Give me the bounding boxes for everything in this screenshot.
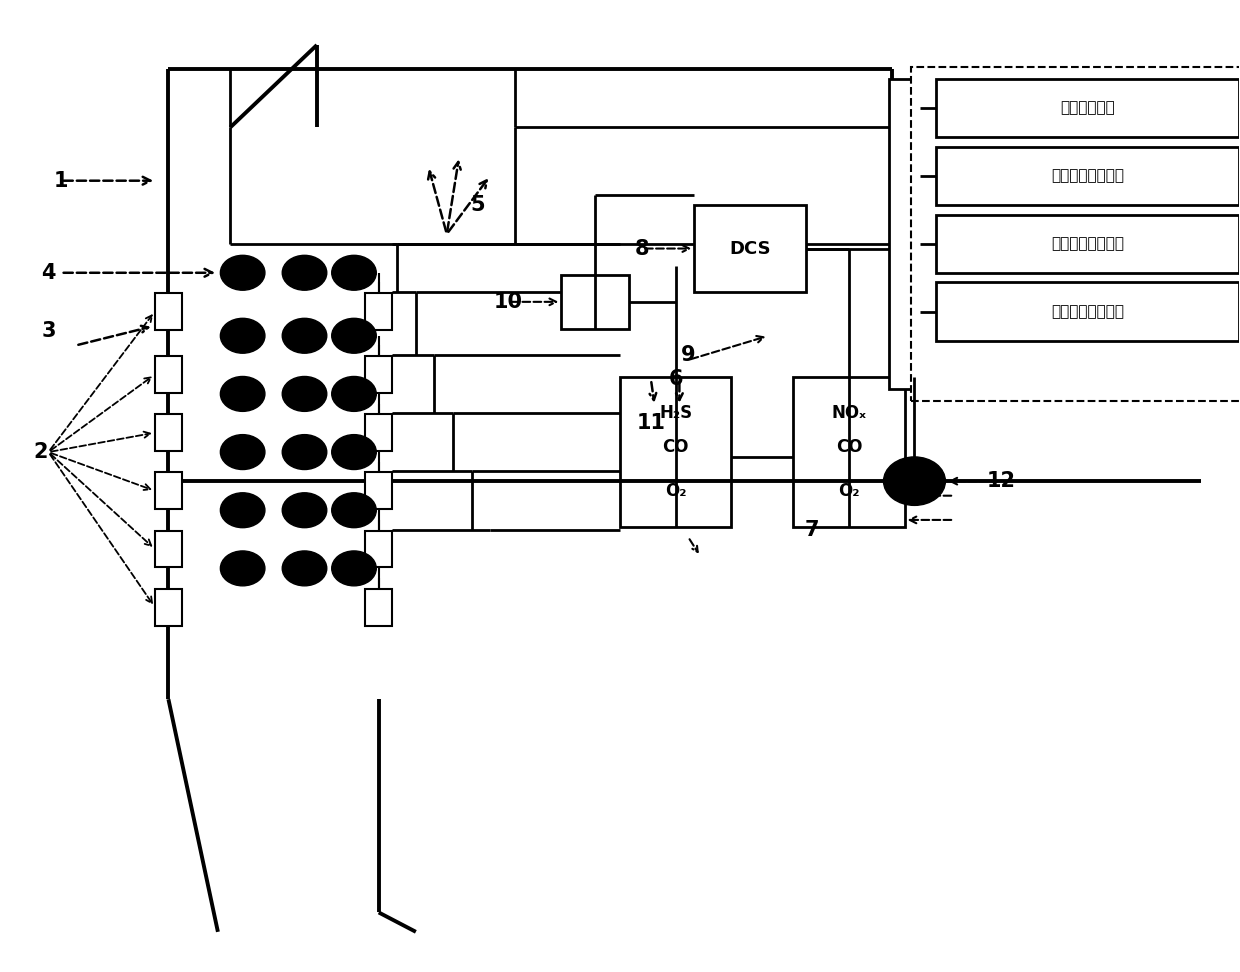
Bar	[155, 472, 182, 509]
Circle shape	[884, 457, 945, 505]
Bar	[365, 472, 392, 509]
Text: 8: 8	[635, 238, 650, 259]
Circle shape	[283, 256, 327, 291]
Text: 12: 12	[987, 471, 1016, 491]
Circle shape	[283, 376, 327, 411]
Bar	[794, 377, 904, 527]
Text: O₂: O₂	[665, 482, 687, 500]
Bar	[155, 356, 182, 393]
Bar	[365, 356, 392, 393]
Circle shape	[283, 551, 327, 586]
Circle shape	[221, 493, 265, 528]
Circle shape	[332, 318, 376, 353]
Circle shape	[221, 551, 265, 586]
Text: 一次风压及风量调: 一次风压及风量调	[1052, 304, 1125, 319]
Circle shape	[332, 256, 376, 291]
Bar	[365, 589, 392, 626]
Text: 运行氧量调整: 运行氧量调整	[1060, 100, 1115, 116]
Circle shape	[221, 256, 265, 291]
Text: CO: CO	[836, 438, 862, 456]
Bar	[365, 531, 392, 568]
Bar	[936, 147, 1239, 205]
Circle shape	[332, 493, 376, 528]
Circle shape	[332, 551, 376, 586]
Text: 6: 6	[668, 369, 683, 390]
Circle shape	[283, 434, 327, 469]
Bar	[155, 414, 182, 451]
Text: 9: 9	[681, 345, 696, 365]
Bar	[694, 205, 806, 293]
Text: 10: 10	[495, 292, 523, 312]
Text: 4: 4	[41, 262, 56, 283]
Bar	[620, 377, 732, 527]
Circle shape	[332, 376, 376, 411]
Bar	[911, 67, 1240, 401]
Circle shape	[221, 434, 265, 469]
Text: 7: 7	[805, 520, 818, 539]
Text: 5: 5	[470, 195, 485, 215]
Bar	[365, 414, 392, 451]
Text: CO: CO	[662, 438, 689, 456]
Bar	[365, 294, 392, 330]
Text: 二次风配风方式调: 二次风配风方式调	[1052, 168, 1125, 184]
Text: 3: 3	[41, 321, 56, 341]
Text: 1: 1	[53, 171, 68, 191]
Bar	[936, 215, 1239, 273]
Circle shape	[283, 318, 327, 353]
Text: NOₓ: NOₓ	[831, 404, 867, 422]
Circle shape	[283, 493, 327, 528]
Bar	[889, 79, 920, 389]
Bar	[936, 79, 1239, 137]
Circle shape	[221, 318, 265, 353]
Text: 2: 2	[33, 442, 48, 462]
Text: DCS: DCS	[729, 239, 771, 258]
Bar	[155, 294, 182, 330]
Circle shape	[332, 434, 376, 469]
Text: H₂S: H₂S	[660, 404, 692, 422]
Circle shape	[221, 376, 265, 411]
Bar	[562, 275, 629, 329]
Bar	[155, 531, 182, 568]
Bar	[936, 283, 1239, 340]
Text: 11: 11	[636, 413, 666, 433]
Text: O₂: O₂	[838, 482, 859, 500]
Bar	[155, 589, 182, 626]
Text: 各磨组给煤量调整: 各磨组给煤量调整	[1052, 236, 1125, 251]
